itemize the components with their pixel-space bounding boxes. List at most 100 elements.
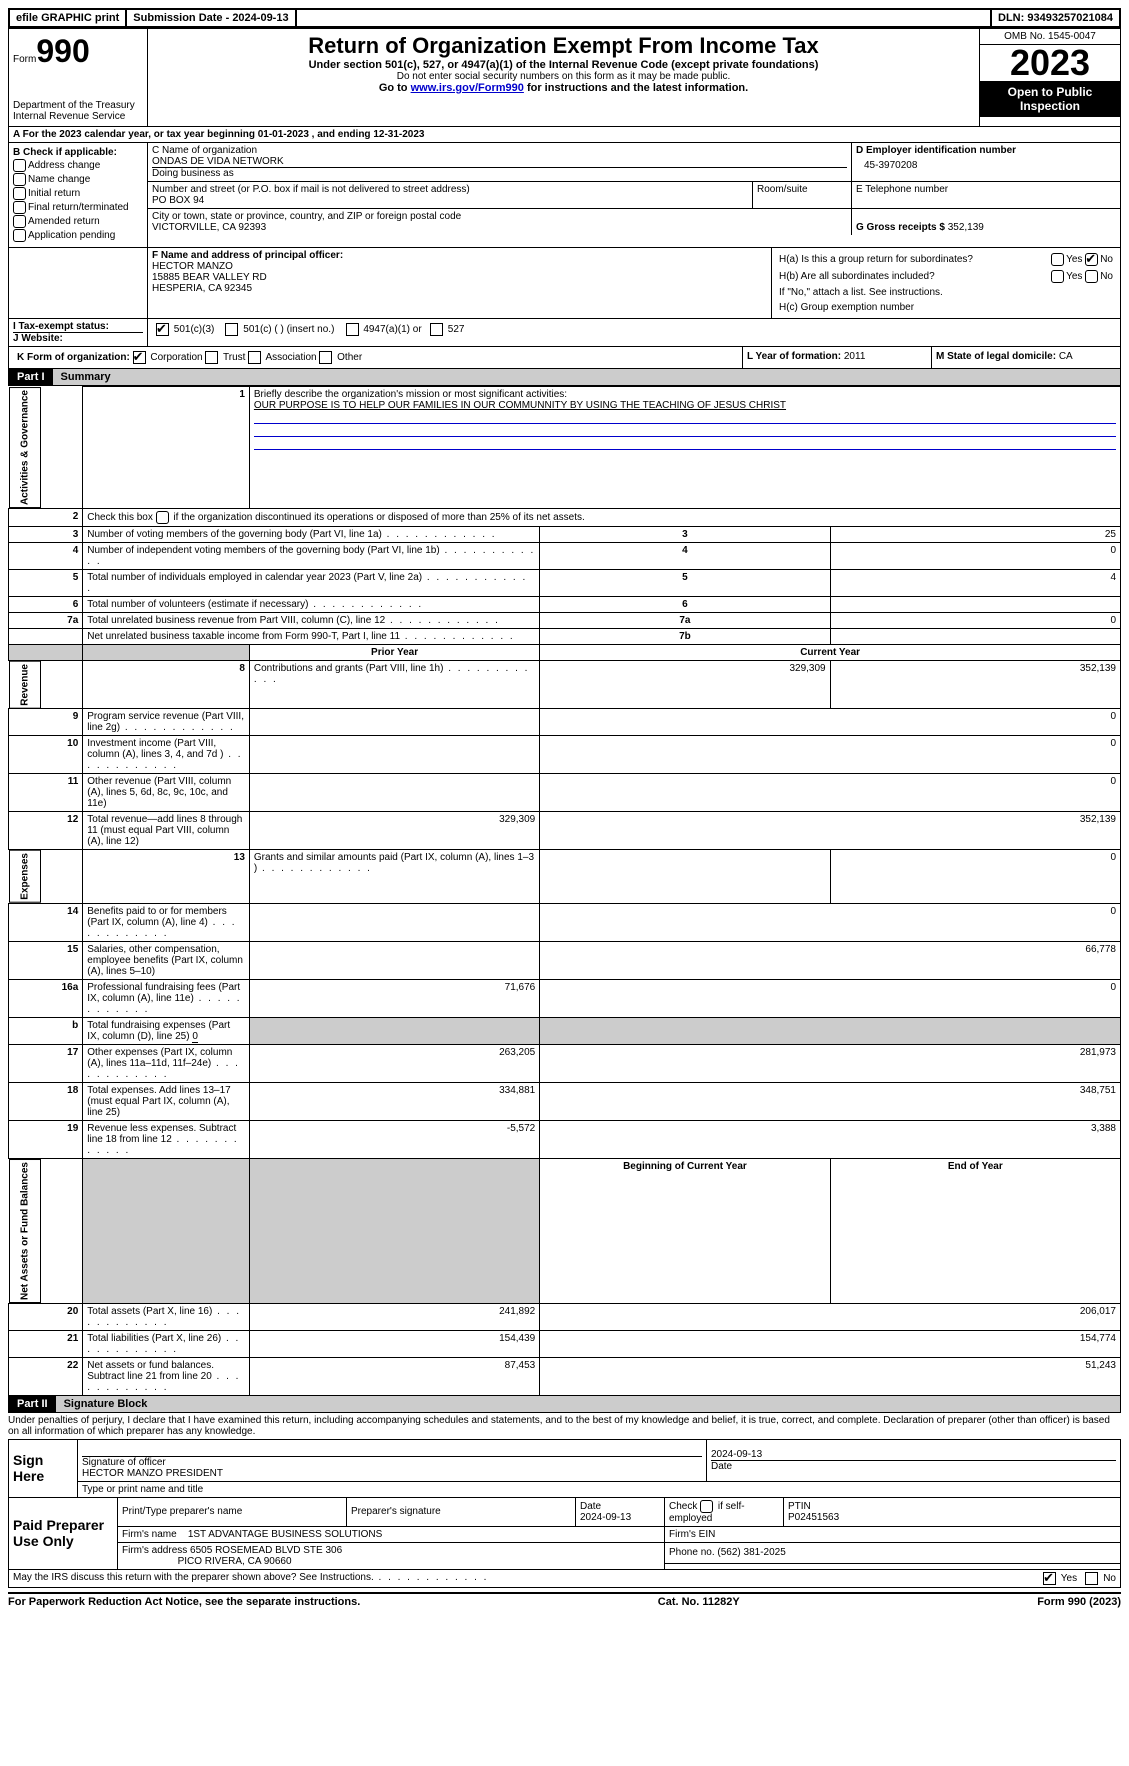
sign-here-table: Sign Here Signature of officer HECTOR MA… [8, 1439, 1121, 1498]
v7a: 0 [830, 612, 1120, 628]
officer-addr1: 15885 BEAR VALLEY RD [152, 272, 767, 283]
part2-tag: Part II [9, 1396, 56, 1412]
c15: 66,778 [540, 941, 1121, 979]
firm-addr1: 6505 ROSEMEAD BLVD STE 306 [190, 1545, 342, 1556]
form-subtitle: Under section 501(c), 527, or 4947(a)(1)… [152, 59, 975, 71]
cb-final-return[interactable] [13, 201, 26, 214]
ha-yes[interactable] [1051, 253, 1064, 266]
c11: 0 [540, 774, 1121, 812]
c8: 352,139 [830, 660, 1120, 709]
open-public: Open to Public Inspection [980, 81, 1120, 117]
firm-name: 1ST ADVANTAGE BUSINESS SOLUTIONS [188, 1529, 383, 1540]
mission-text: OUR PURPOSE IS TO HELP OUR FAMILIES IN O… [254, 400, 786, 411]
cb-527[interactable] [430, 323, 443, 336]
print-name-label: Print/Type preparer's name [118, 1497, 347, 1526]
b-label: B Check if applicable: [13, 147, 143, 158]
cb-501c3[interactable] [156, 323, 169, 336]
p22: 87,453 [249, 1357, 539, 1395]
f-label: F Name and address of principal officer: [152, 250, 767, 261]
prep-sig-label: Preparer's signature [347, 1497, 576, 1526]
e-label: E Telephone number [856, 184, 1116, 195]
part1-tag: Part I [9, 369, 53, 385]
l1-label: Briefly describe the organization's miss… [254, 389, 567, 400]
penalties-text: Under penalties of perjury, I declare th… [8, 1413, 1121, 1439]
hdr-beg: Beginning of Current Year [540, 1158, 830, 1303]
l16b-val: 0 [192, 1031, 198, 1043]
p20: 241,892 [249, 1303, 539, 1330]
c9: 0 [540, 709, 1121, 736]
v6 [830, 596, 1120, 612]
cb-501c[interactable] [225, 323, 238, 336]
section-identity: B Check if applicable: Address change Na… [8, 143, 1121, 248]
p19: -5,572 [249, 1120, 539, 1158]
form-header: Form990 Department of the Treasury Inter… [8, 28, 1121, 127]
p18: 334,881 [249, 1082, 539, 1120]
hc-label: H(c) Group exemption number [778, 301, 1114, 314]
dba-label: Doing business as [152, 168, 847, 179]
hb-no[interactable] [1085, 270, 1098, 283]
date-label: Date [711, 1461, 1116, 1472]
tax-year: 2023 [980, 45, 1120, 81]
ha-no[interactable] [1085, 253, 1098, 266]
cb-app-pending[interactable] [13, 229, 26, 242]
cb-assoc[interactable] [248, 351, 261, 364]
cb-trust[interactable] [205, 351, 218, 364]
c12: 352,139 [540, 812, 1121, 850]
hb-note: If "No," attach a list. See instructions… [778, 286, 1114, 299]
cb-amended[interactable] [13, 215, 26, 228]
footer-mid: Cat. No. 11282Y [658, 1596, 740, 1608]
footer-form: 990 [1068, 1596, 1086, 1608]
section-klm: K Form of organization: Corporation Trus… [8, 347, 1121, 369]
v4: 0 [830, 542, 1120, 569]
efile-print[interactable]: efile GRAPHIC print [10, 10, 127, 26]
cb-address-change[interactable] [13, 159, 26, 172]
hb-yes[interactable] [1051, 270, 1064, 283]
ha-label: H(a) Is this a group return for subordin… [778, 252, 1030, 267]
officer-sig-name: HECTOR MANZO PRESIDENT [82, 1468, 702, 1479]
p12: 329,309 [249, 812, 539, 850]
cb-other[interactable] [319, 351, 332, 364]
p21: 154,439 [249, 1330, 539, 1357]
section-ij: I Tax-exempt status: J Website: 501(c)(3… [8, 319, 1121, 347]
dept-treasury: Department of the Treasury [13, 100, 143, 111]
sign-here: Sign Here [9, 1439, 78, 1497]
p17: 263,205 [249, 1044, 539, 1082]
cb-discontinued[interactable] [156, 511, 169, 524]
discuss-yes[interactable] [1043, 1572, 1056, 1585]
hdr-prior: Prior Year [249, 644, 539, 660]
officer-addr2: HESPERIA, CA 92345 [152, 283, 767, 294]
paid-label: Paid Preparer Use Only [9, 1497, 118, 1569]
v5: 4 [830, 569, 1120, 596]
city-label: City or town, state or province, country… [152, 211, 847, 222]
ptin: P02451563 [788, 1512, 839, 1523]
cb-4947[interactable] [346, 323, 359, 336]
part1-header: Part I Summary [8, 369, 1121, 386]
k-label: K Form of organization: [17, 352, 130, 363]
c17: 281,973 [540, 1044, 1121, 1082]
part2-title: Signature Block [56, 1396, 1120, 1412]
cb-name-change[interactable] [13, 173, 26, 186]
part1-title: Summary [53, 369, 1120, 385]
city-value: VICTORVILLE, CA 92393 [152, 222, 847, 233]
vtab-revenue: Revenue [9, 661, 41, 709]
irs-link[interactable]: www.irs.gov/Form990 [411, 82, 524, 94]
c21: 154,774 [540, 1330, 1121, 1357]
form-title: Return of Organization Exempt From Incom… [152, 33, 975, 59]
hdr-curr: Current Year [540, 644, 1121, 660]
vtab-activities: Activities & Governance [9, 387, 41, 508]
discuss-no[interactable] [1085, 1572, 1098, 1585]
prep-date: 2024-09-13 [580, 1512, 631, 1523]
cb-self-employed[interactable] [700, 1500, 713, 1513]
cb-corp[interactable] [133, 351, 146, 364]
type-name-label: Type or print name and title [78, 1481, 1121, 1497]
sign-date: 2024-09-13 [711, 1449, 1116, 1461]
d-label: D Employer identification number [856, 145, 1116, 156]
cb-initial-return[interactable] [13, 187, 26, 200]
line-a: A For the 2023 calendar year, or tax yea… [8, 127, 1121, 143]
form-prefix: Form [13, 54, 36, 65]
v7b [830, 628, 1120, 644]
vtab-expenses: Expenses [9, 850, 41, 903]
c19: 3,388 [540, 1120, 1121, 1158]
ssn-note: Do not enter social security numbers on … [152, 71, 975, 82]
irs-label: Internal Revenue Service [13, 111, 143, 122]
